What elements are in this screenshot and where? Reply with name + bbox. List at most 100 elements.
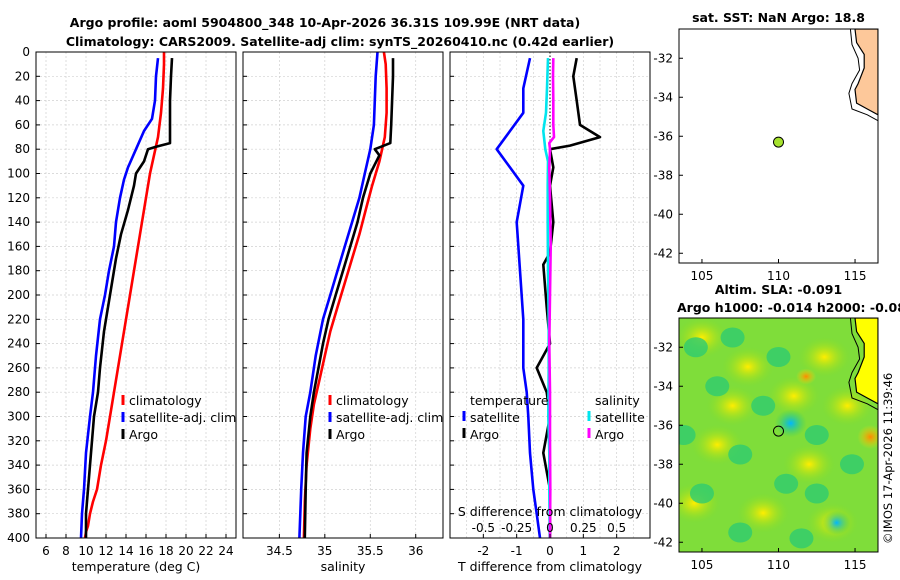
y-tick-label: 280 (7, 385, 30, 399)
series-line-t-argo (535, 57, 602, 538)
x-tick-label: 18 (158, 544, 173, 558)
sla-high-blob (767, 376, 820, 416)
x-tick-label: 115 (844, 558, 867, 572)
y-tick-label: -34 (653, 90, 673, 104)
legend-label: Argo (336, 427, 365, 442)
map-title-line2: Argo h1000: -0.014 h2000: -0.082 (677, 300, 900, 315)
x-tick-label: 115 (844, 269, 867, 283)
x2-tick-label: 0 (546, 521, 554, 535)
x-tick-label: 105 (691, 269, 714, 283)
x-tick-label: 14 (118, 544, 133, 558)
y-tick-label: -38 (653, 457, 673, 471)
y-tick-label: 260 (7, 361, 30, 375)
land-polygon (854, 318, 878, 405)
x-tick-label: 34.5 (266, 544, 293, 558)
x-axis-label: temperature (deg C) (72, 559, 201, 574)
x-tick-label: 0 (546, 544, 554, 558)
sla-low-blob (774, 473, 799, 494)
x-tick-label: 35 (317, 544, 332, 558)
land-polygon (854, 29, 878, 116)
legend-label: Argo (470, 427, 499, 442)
x-axis-label: salinity (321, 559, 366, 574)
sst-map-panel: 105 110 115 -32 -34 -36 -38 -40 -42 sat. SST: NaN… (653, 10, 879, 283)
argo-position-marker (773, 136, 784, 148)
y-tick-label: 300 (7, 410, 30, 424)
y-tick-label: 0 (22, 45, 30, 59)
y-tick-label: 200 (7, 288, 30, 302)
legend-label: satellite-adj. clim (129, 410, 236, 425)
difference-panel: -2 -1 0 1 2T difference from climatology temp… (449, 51, 651, 574)
salinity-panel: 34.5 35 35.5 36 salinity climatology satellite… (242, 51, 444, 574)
series-line-argo (84, 58, 174, 538)
sla-low-blob (683, 337, 708, 358)
sla-high-blob (721, 346, 774, 387)
map-content (773, 29, 878, 148)
y-tick-label: -36 (653, 418, 673, 432)
y-tick-label: 40 (15, 94, 30, 108)
legend-title-salinity: salinity (595, 393, 640, 408)
y-tick-label: 240 (7, 337, 30, 351)
y-tick-label: 60 (15, 118, 30, 132)
x-tick-label: -2 (477, 544, 489, 558)
y-tick-label: -32 (653, 340, 673, 354)
x2-axis-label: S difference from climatology (458, 504, 643, 519)
sla-low-blob (774, 409, 807, 438)
sla-low-blob (789, 528, 814, 549)
y-tick-label: 120 (7, 191, 30, 205)
y-tick-label: -36 (653, 129, 673, 143)
legend-label: satellite-adj. clim (336, 410, 443, 425)
figure-title-line1: Argo profile: aoml 5904800_348 10-Apr-20… (70, 15, 580, 31)
sla-low-blob (822, 510, 851, 535)
sla-high-blob (857, 424, 878, 449)
series-line-climatology (302, 51, 388, 539)
series-line-satellite-adj-clim (298, 51, 379, 539)
sla-low-blob (751, 395, 776, 416)
y-tick-label: 320 (7, 434, 30, 448)
sla-high-blob (796, 368, 817, 385)
sla-high-blob (783, 444, 836, 485)
x-tick-label: 10 (78, 544, 93, 558)
x-tick-label: 110 (767, 558, 790, 572)
x-tick-label: 110 (767, 269, 790, 283)
shelf-contour (848, 29, 878, 122)
x-tick-label: 16 (138, 544, 153, 558)
y-tick-label: 20 (15, 69, 30, 83)
sla-low-blob (705, 376, 730, 397)
sla-low-blob (728, 522, 753, 543)
sla-high-blob (798, 337, 851, 377)
y-tick-label: 340 (7, 458, 30, 472)
map-title: sat. SST: NaN Argo: 18.8 (692, 10, 865, 25)
x-tick-label: 2 (613, 544, 621, 558)
x-tick-label: 22 (198, 544, 213, 558)
legend-label: satellite (470, 410, 520, 425)
sla-low-blob (804, 425, 829, 445)
y-tick-label: -34 (653, 379, 673, 393)
x-tick-label: 1 (580, 544, 588, 558)
x-tick-label: 6 (42, 544, 50, 558)
x2-tick-label: -0.25 (501, 521, 532, 535)
x-tick-label: 24 (218, 544, 233, 558)
legend-label: climatology (129, 393, 202, 408)
y-tick-label: 140 (7, 215, 30, 229)
x-tick-label: 20 (178, 544, 193, 558)
x2-tick-label: -0.5 (472, 521, 495, 535)
sla-low-blob (804, 483, 829, 504)
legend-label: Argo (595, 427, 624, 442)
x-tick-label: 35.5 (357, 544, 384, 558)
y-tick-label: 180 (7, 264, 30, 278)
y-tick-label: 160 (7, 239, 30, 253)
y-tick-label: -38 (653, 168, 673, 182)
credit-text: ©IMOS 17-Apr-2026 11:39:46 (881, 373, 895, 544)
argo-position-marker (773, 425, 784, 437)
x-tick-label: 8 (62, 544, 70, 558)
y-tick-label: 220 (7, 312, 30, 326)
x2-tick-label: 0.25 (570, 521, 597, 535)
sla-high-blob (821, 385, 874, 426)
sla-low-blob (839, 454, 864, 475)
x-tick-label: 105 (691, 558, 714, 572)
y-tick-label: -32 (653, 51, 673, 65)
series-line-s-argo (547, 58, 556, 539)
sla-map-panel: 105 110 115 -32 -34 -36 -38 -40 -42 Altim. SLA: -… (653, 282, 900, 572)
sla-high-blob (737, 493, 790, 533)
sla-low-blob (720, 327, 745, 348)
